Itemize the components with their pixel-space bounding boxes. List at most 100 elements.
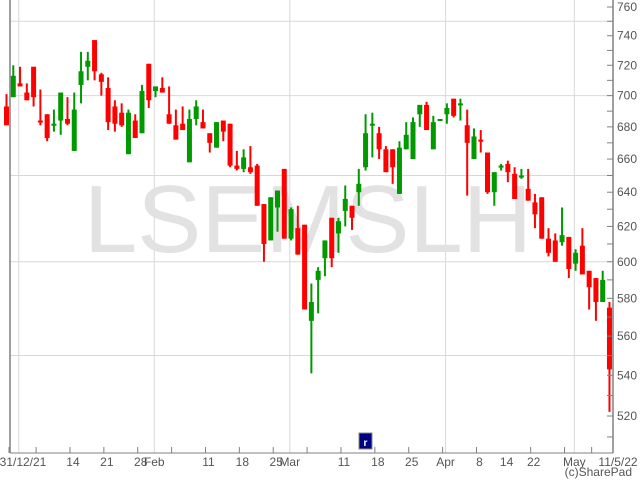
candle-up (396, 147, 402, 194)
candle-up (214, 122, 220, 148)
candle-down (220, 120, 226, 132)
candle-down (349, 205, 355, 218)
candle-down (586, 270, 592, 288)
candle-up (268, 197, 274, 241)
y-tick-label: 540 (617, 368, 637, 382)
y-tick-label: 560 (617, 329, 637, 343)
candle-down (146, 63, 152, 101)
x-tick-label: Feb (144, 455, 165, 469)
candle-up (10, 75, 16, 98)
candle-up (275, 190, 280, 208)
candle-up (71, 109, 77, 151)
candle-down (505, 163, 511, 173)
x-tick-label: 21 (100, 455, 114, 469)
candle-down (512, 173, 518, 199)
candle-up (518, 175, 524, 178)
candle-up (444, 108, 450, 115)
candle-down (37, 120, 43, 123)
candle-up (363, 133, 369, 168)
candle-down (552, 240, 558, 262)
candle-down (579, 245, 585, 275)
x-tick-label: 14 (500, 455, 514, 469)
candle-up (125, 112, 131, 155)
candle-down (390, 149, 396, 168)
x-tick-label: 18 (236, 455, 250, 469)
candle-up (51, 123, 57, 126)
candle-down (478, 139, 484, 142)
x-tick-label: 18 (371, 455, 385, 469)
candle-up (437, 118, 443, 121)
x-tick-label: 25 (270, 455, 284, 469)
candle-up (403, 134, 409, 150)
candle-up (85, 60, 91, 67)
candle-up (139, 91, 145, 134)
candle-down (546, 238, 551, 253)
x-tick-label: 11/5/22 (598, 455, 637, 469)
candle-up (369, 123, 375, 126)
candle-down (606, 307, 612, 370)
y-tick-label: 680 (617, 120, 637, 134)
candle-down (44, 114, 50, 139)
y-tick-label: 740 (617, 29, 637, 43)
candle-up (491, 172, 497, 193)
candle-down (329, 217, 335, 259)
candle-down (234, 165, 240, 169)
candle-up (186, 118, 192, 163)
candles (4, 40, 612, 412)
candle-up (241, 157, 247, 169)
event-marker[interactable]: r (358, 432, 373, 450)
candle-down (227, 123, 233, 166)
candle-up (457, 103, 463, 106)
y-tick-label: 600 (617, 255, 637, 269)
candle-down (254, 165, 260, 206)
candle-down (132, 120, 138, 139)
y-tick-label: 640 (617, 185, 637, 199)
candle-down (92, 40, 98, 72)
candle-up (410, 122, 416, 160)
candle-up (430, 122, 436, 150)
candle-down (112, 106, 118, 124)
candle-down (532, 202, 538, 215)
candle-down (180, 123, 186, 131)
candle-up (78, 71, 84, 85)
candle-down (302, 224, 308, 310)
candle-down (376, 133, 382, 150)
candle-down (539, 197, 545, 239)
candle-down (424, 104, 430, 131)
candle-down (295, 228, 301, 255)
x-tick-label: 25 (405, 455, 419, 469)
y-tick-label: 620 (617, 219, 637, 233)
candle-up (193, 106, 199, 119)
candle-down (98, 74, 104, 82)
candle-down (31, 66, 37, 98)
candle-down (64, 118, 70, 124)
candle-down (173, 125, 179, 140)
x-tick-label: 14 (66, 455, 80, 469)
y-tick-label: 700 (617, 89, 637, 103)
candle-down (24, 92, 30, 101)
x-tick-label: 31/12/21 (0, 455, 47, 469)
candle-down (105, 87, 111, 123)
event-marker-box[interactable] (358, 432, 373, 450)
candle-down (451, 98, 457, 116)
candle-down (4, 106, 9, 126)
watermark: LSEMSLH (84, 166, 532, 273)
candle-down (525, 188, 531, 201)
x-tick-label: May (563, 455, 586, 469)
y-tick-label: 660 (617, 152, 637, 166)
candle-down (166, 114, 172, 124)
x-tick-label: Apr (436, 455, 455, 469)
candle-down (485, 152, 491, 193)
candle-up (573, 252, 579, 264)
candle-up (153, 86, 159, 92)
x-tick-label: Mar (279, 455, 300, 469)
y-tick-label: 520 (617, 409, 637, 423)
candle-down (566, 236, 572, 269)
candle-down (593, 278, 599, 303)
x-tick-label: 8 (476, 455, 483, 469)
x-tick-label: 22 (527, 455, 541, 469)
x-tick-label: 28 (134, 455, 148, 469)
y-tick-label: 720 (617, 58, 637, 72)
